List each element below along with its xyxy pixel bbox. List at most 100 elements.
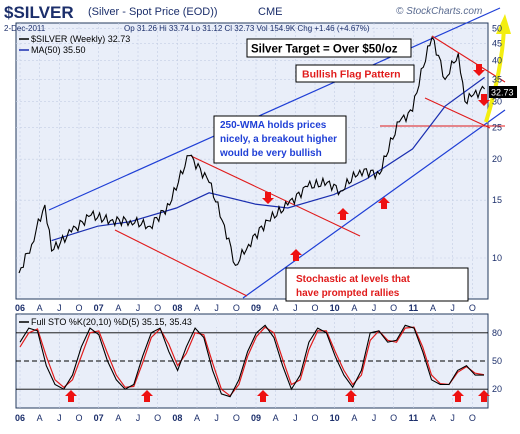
annotation-bullish-flag: Bullish Flag Pattern [295,64,415,83]
red-arrow-down [262,192,274,204]
chart-date: 2-Dec-2011 [4,24,46,33]
sto-x-tick-label: J [214,413,219,423]
blue-channel-lines [48,7,506,299]
ma50-line [51,76,485,242]
watermark: © StockCharts.com [396,6,482,17]
price-x-tick-label: 07 [94,303,104,313]
price-x-tick-label: 08 [172,303,182,313]
price-x-tick-label: J [136,303,141,313]
sto-red-arrow-up [141,390,153,402]
sto-x-tick-label: J [293,413,298,423]
price-x-tick-label: 09 [251,303,261,313]
red-arrow-up [337,208,349,220]
price-y-axis-labels: 10 15 20 25 30 35 40 45 50 [492,24,502,263]
sto-x-tick-label: A [430,413,436,423]
legend-sto: Full STO %K(20,10) %D(5) 35.15, 35.43 [31,317,192,327]
current-value-label: 32.73 [491,88,514,98]
annotation-stochastic: Stochastic at levels that have prompted … [285,267,469,302]
chart-description: (Silver - Spot Price (EOD)) [88,6,218,18]
price-x-tick-label: J [450,303,455,313]
sto-x-tick-label: J [57,413,62,423]
sto-x-tick-label: O [311,413,318,423]
sto-x-tick-label: 06 [15,413,25,423]
price-x-tick-label: J [57,303,62,313]
price-x-tick-label: A [115,303,121,313]
price-y-tick-label: 45 [492,39,502,49]
stochastic-arrows [65,390,490,402]
price-y-tick-label: 35 [492,74,502,84]
price-x-tick-label: O [469,303,476,313]
price-x-tick-label: 10 [330,303,340,313]
sto-x-tick-label: J [450,413,455,423]
sto-red-arrow-up [478,390,490,402]
chart-symbol: $SILVER [4,3,74,22]
price-x-tick-label: O [233,303,240,313]
sto-x-tick-label: O [469,413,476,423]
sto-x-tick-label: A [115,413,121,423]
sto-x-tick-label: O [75,413,82,423]
svg-text:250-WMA holds prices nic: 250-WMA holds prices nicely, a breakout … [219,120,340,159]
price-x-tick-label: J [372,303,377,313]
sto-x-tick-label: O [154,413,161,423]
price-y-tick-label: 20 [492,154,502,164]
sto-x-tick-label: 11 [409,413,419,423]
price-y-tick-label: 40 [492,55,502,65]
price-x-tick-label: A [273,303,279,313]
sto-x-tick-label: A [37,413,43,423]
price-x-tick-label: A [430,303,436,313]
red-arrow-up [290,249,302,261]
sto-x-tick-label: 07 [94,413,104,423]
sto-x-tick-label: A [273,413,279,423]
current-value-tag: 32.73 [489,86,517,98]
price-legend: $SILVER (Weekly) 32.73 MA(50) 35.50 [19,34,130,55]
price-x-tick-label: O [75,303,82,313]
price-x-tick-label: J [293,303,298,313]
red-arrow-down [473,64,485,76]
legend-ma: MA(50) 35.50 [31,45,86,55]
sto-y-tick-label: 80 [492,328,502,338]
sto-red-arrow-up [65,390,77,402]
chart-exchange: CME [258,6,282,18]
annotation-bullish-flag-text: Bullish Flag Pattern [302,69,401,81]
sto-red-arrow-up [452,390,464,402]
annotation-silver-target-text: Silver Target = Over $50/oz [251,44,398,56]
price-x-tick-label: A [194,303,200,313]
stochastic-x-axis-labels: 06 A J O 07 A J O 08 A J O 09 A J O 10 A J O 11 A J O [15,413,476,423]
price-y-tick-label: 25 [492,122,502,132]
yellow-projection-arrow [484,14,511,123]
svg-text:Stochastic at levels that: Stochastic at levels that have prompted … [296,274,413,299]
red-flag-lines [114,35,506,297]
sto-d-line [19,326,485,397]
stochastic-grid [16,314,488,408]
price-y-tick-label: 15 [492,195,502,205]
price-x-tick-label: J [214,303,219,313]
price-x-axis-labels: 06 A J O 07 A J O 08 A J O 09 A J O 10 A J O 11 A J O [15,303,476,313]
annotation-wma: 250-WMA holds prices nicely, a breakout … [213,115,347,164]
price-x-tick-label: O [311,303,318,313]
annotation-silver-target: Silver Target = Over $50/oz [246,38,412,58]
price-x-tick-label: A [37,303,43,313]
sto-x-tick-label: O [233,413,240,423]
sto-y-tick-label: 50 [492,356,502,366]
sto-x-tick-label: O [390,413,397,423]
sto-x-tick-label: 09 [251,413,261,423]
sto-red-arrow-up [257,390,269,402]
legend-price: $SILVER (Weekly) 32.73 [31,34,130,44]
sto-x-tick-label: 08 [172,413,182,423]
price-x-tick-label: O [390,303,397,313]
price-x-tick-label: A [351,303,357,313]
sto-legend: Full STO %K(20,10) %D(5) 35.15, 35.43 [18,316,218,327]
stochastic-y-axis-labels: 20 50 80 [492,328,502,394]
price-y-tick-label: 10 [492,253,502,263]
price-y-tick-label: 30 [492,96,502,106]
quote-line: Op 31.26 Hi 33.74 Lo 31.12 Cl 32.73 Vol … [124,24,370,33]
red-arrow-down [478,94,490,106]
price-line [18,36,486,274]
red-arrow-up [378,197,390,209]
sto-k-line [19,324,484,398]
sto-red-arrow-up [345,390,357,402]
sto-x-tick-label: J [372,413,377,423]
sto-x-tick-label: 10 [330,413,340,423]
price-arrows [262,64,490,261]
